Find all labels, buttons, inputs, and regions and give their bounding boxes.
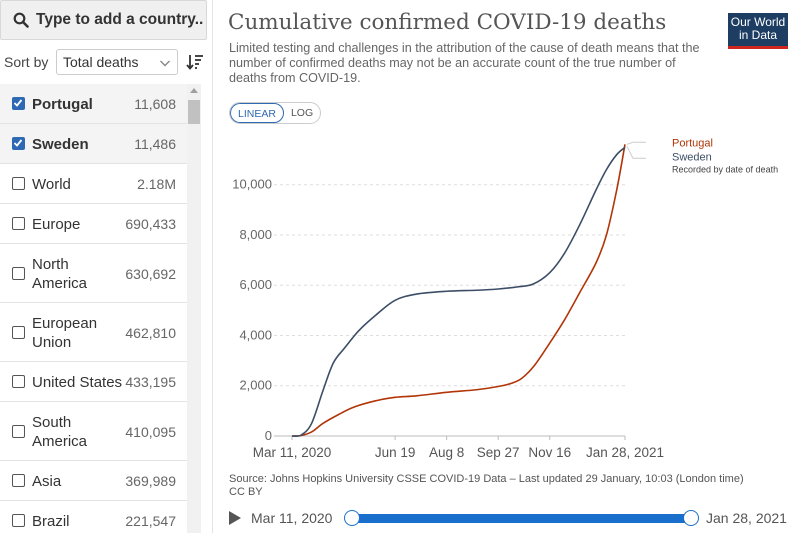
x-tick-label: Jan 28, 2021 xyxy=(586,445,664,460)
entity-checkbox[interactable] xyxy=(12,137,25,150)
y-tick-label: 2,000 xyxy=(239,378,272,393)
entity-checkbox[interactable] xyxy=(12,325,25,339)
line-chart: 0 2,000 4,000 6,000 8,000 10,000 Mar 11, 2020 J… xyxy=(232,137,778,460)
entity-value: 433,195 xyxy=(125,374,176,390)
entity-row[interactable]: United States 433,195 xyxy=(0,362,187,402)
legend-label-sweden: Sweden xyxy=(672,151,712,163)
timeline-track[interactable] xyxy=(351,514,691,523)
entity-checkbox[interactable] xyxy=(12,514,25,527)
y-tick-label: 10,000 xyxy=(232,177,272,192)
search-input[interactable] xyxy=(36,11,206,29)
x-tick-label: Aug 8 xyxy=(429,445,464,460)
entity-row[interactable]: North America 630,692 xyxy=(0,244,187,303)
search-box[interactable] xyxy=(0,0,207,40)
entity-row[interactable]: Europe 690,433 xyxy=(0,204,187,244)
entity-name: European Union xyxy=(32,314,98,351)
series-line-portugal xyxy=(291,144,626,437)
entity-value: 462,810 xyxy=(125,324,176,341)
entity-sidebar: Sort by Total deaths Portugal 11,608 Swede… xyxy=(0,0,213,533)
play-icon[interactable] xyxy=(228,510,242,526)
entity-name: North America xyxy=(32,255,88,292)
entity-name: United States xyxy=(32,373,123,391)
legend-label-portugal: Portugal xyxy=(672,137,713,149)
owid-logo[interactable]: Our World in Data xyxy=(728,13,788,49)
entity-value: 11,486 xyxy=(134,136,176,152)
source-note: Source: Johns Hopkins University CSSE CO… xyxy=(229,473,789,499)
timeline-end-handle[interactable] xyxy=(683,510,699,526)
entity-row[interactable]: European Union 462,810 xyxy=(0,303,187,362)
entity-value: 410,095 xyxy=(125,423,176,440)
scale-toggle: LINEAR LOG xyxy=(229,102,322,124)
series-line-sweden xyxy=(291,146,626,438)
entity-name: World xyxy=(32,175,71,193)
chart-title: Cumulative confirmed COVID-19 deaths xyxy=(228,10,667,35)
entity-row[interactable]: South America 410,095 xyxy=(0,402,187,461)
timeline-start-label: Mar 11, 2020 xyxy=(251,510,333,526)
license-text: CC BY xyxy=(229,486,263,498)
y-tick-label: 8,000 xyxy=(239,227,272,242)
scrollbar-thumb[interactable] xyxy=(188,100,200,124)
entity-name: Portugal xyxy=(32,95,93,113)
entity-checkbox[interactable] xyxy=(12,375,25,388)
entity-checkbox[interactable] xyxy=(12,424,25,438)
sort-label: Sort by xyxy=(4,54,49,70)
x-tick-label: Jun 19 xyxy=(375,445,416,460)
label-connector xyxy=(626,146,646,159)
sort-direction-icon[interactable] xyxy=(186,53,204,71)
timeline: Mar 11, 2020 Jan 28, 2021 xyxy=(228,508,798,530)
entity-list: Portugal 11,608 Sweden 11,486 World 2.18M Euro… xyxy=(0,84,187,533)
entity-checkbox[interactable] xyxy=(12,177,25,190)
x-tick-label: Nov 16 xyxy=(528,445,571,460)
entity-value: 2.18M xyxy=(137,176,176,192)
timeline-start-handle[interactable] xyxy=(344,510,360,526)
label-connector xyxy=(626,141,646,145)
x-tick-label: Mar 11, 2020 xyxy=(253,445,332,460)
sort-selected-value: Total deaths xyxy=(63,54,139,70)
search-icon xyxy=(13,12,29,28)
entity-checkbox[interactable] xyxy=(12,266,25,280)
chart-subtitle: Limited testing and challenges in the at… xyxy=(229,41,700,85)
entity-value: 690,433 xyxy=(125,216,176,232)
entity-name: Asia xyxy=(32,472,62,490)
entity-name: South America xyxy=(32,413,88,450)
entity-checkbox[interactable] xyxy=(12,217,25,230)
entity-checkbox[interactable] xyxy=(12,97,25,110)
entity-row[interactable]: Asia 369,989 xyxy=(0,461,187,501)
y-tick-label: 0 xyxy=(265,428,272,443)
entity-value: 221,547 xyxy=(125,513,176,529)
timeline-end-label: Jan 28, 2021 xyxy=(706,510,787,526)
chevron-down-icon xyxy=(160,60,170,67)
entity-value: 11,608 xyxy=(134,96,176,112)
entity-value: 369,989 xyxy=(125,473,176,489)
scrollbar[interactable] xyxy=(187,84,201,533)
y-tick-label: 6,000 xyxy=(239,277,272,292)
entity-checkbox[interactable] xyxy=(12,474,25,487)
log-scale-button[interactable]: LOG xyxy=(290,107,314,119)
scroll-up-icon[interactable] xyxy=(189,86,199,96)
entity-name: Sweden xyxy=(32,135,89,153)
recorded-by-annotation: Recorded by date of death xyxy=(672,164,778,174)
check-icon xyxy=(13,139,23,147)
check-icon xyxy=(13,99,23,107)
entity-row[interactable]: World 2.18M xyxy=(0,164,187,204)
sort-select[interactable]: Total deaths xyxy=(56,49,178,75)
y-tick-label: 4,000 xyxy=(239,327,272,342)
entity-row[interactable]: Portugal 11,608 xyxy=(0,84,187,124)
linear-scale-button[interactable]: LINEAR xyxy=(230,103,284,123)
logo-line-2: in Data xyxy=(738,28,778,42)
entity-row[interactable]: Sweden 11,486 xyxy=(0,124,187,164)
entity-row[interactable]: Brazil 221,547 xyxy=(0,501,187,533)
sort-row: Sort by Total deaths xyxy=(0,49,213,75)
entity-name: Europe xyxy=(32,215,81,233)
x-tick-label: Sep 27 xyxy=(477,445,520,460)
entity-value: 630,692 xyxy=(125,265,176,282)
entity-name: Brazil xyxy=(32,512,70,530)
source-text: Source: Johns Hopkins University CSSE CO… xyxy=(229,473,744,485)
logo-line-1: Our World xyxy=(730,15,786,29)
